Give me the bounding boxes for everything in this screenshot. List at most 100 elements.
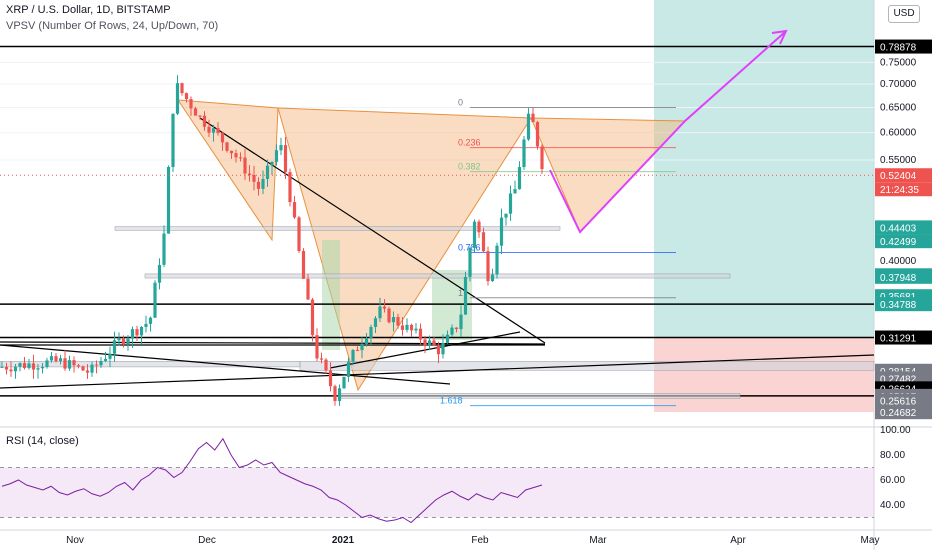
trend-line — [199, 117, 546, 344]
rsi-tick-label: 40.00 — [880, 500, 905, 511]
price-label-box — [875, 39, 932, 54]
time-tick-label: 2021 — [332, 535, 355, 546]
rsi-tick-label: 60.00 — [880, 475, 905, 486]
candle-body — [513, 189, 517, 194]
price-label: 0.24682 — [880, 408, 917, 419]
volume-profile-row — [114, 226, 561, 231]
candle-body — [418, 328, 423, 340]
rsi-line — [1, 437, 543, 524]
candle-body — [225, 142, 229, 151]
candle-body — [315, 335, 319, 359]
candle-body — [526, 113, 531, 140]
grid — [0, 61, 874, 161]
candle-body — [117, 338, 121, 341]
candle-body — [175, 83, 180, 114]
candle-body — [81, 366, 85, 371]
price-label: 0.42499 — [880, 237, 917, 248]
candle-body — [355, 350, 360, 352]
price-tick-label: 0.55000 — [880, 155, 917, 166]
candle-body — [58, 358, 63, 362]
candle-body — [135, 329, 139, 336]
currency-button[interactable]: USD — [888, 5, 920, 23]
candle-body — [202, 115, 207, 127]
price-tick-label: 0.75000 — [880, 57, 917, 68]
candle-body — [486, 251, 490, 282]
price-label-box — [875, 234, 932, 249]
candle-body — [445, 334, 450, 343]
time-tick-label: Mar — [589, 535, 607, 546]
candle-body — [477, 221, 481, 233]
time-tick-label: Feb — [471, 535, 489, 546]
candle-body — [103, 358, 108, 361]
candle-body — [261, 178, 265, 189]
candle-body — [148, 317, 153, 324]
price-label-box — [875, 253, 932, 268]
candle-body — [301, 251, 306, 279]
fib-label: 0.786 — [458, 242, 481, 252]
candle-body — [36, 368, 40, 370]
candle-body — [382, 306, 387, 309]
candle-body — [450, 327, 454, 335]
candle-body — [333, 386, 337, 402]
candle-body — [76, 365, 81, 367]
rsi-pane: 100.00 80.00 60.00 40.00 — [0, 425, 911, 524]
candle-body — [400, 325, 405, 330]
candle-body — [27, 363, 31, 369]
candle-body — [171, 113, 175, 167]
candle-body — [49, 356, 54, 361]
candle-body — [126, 338, 130, 345]
candle-body — [99, 360, 103, 366]
candle-body — [292, 202, 297, 218]
candle-body — [423, 339, 427, 346]
price-label: 0.34788 — [880, 300, 917, 311]
candle-body — [216, 128, 220, 134]
candle-body — [40, 366, 45, 369]
candle-body — [319, 358, 324, 360]
candle-body — [364, 338, 369, 344]
price-label-box — [875, 405, 932, 420]
candle-body — [13, 366, 18, 372]
price-label: 0.31291 — [880, 334, 917, 345]
candle-body — [265, 165, 270, 179]
countdown-box — [875, 182, 932, 197]
candle-body — [360, 343, 364, 351]
candle-body — [337, 388, 342, 402]
candle-body — [153, 282, 157, 318]
candle-body — [436, 345, 441, 355]
candle-body — [531, 113, 535, 123]
candle-body — [391, 317, 396, 323]
candle-body — [481, 232, 486, 252]
pattern-leg-1 — [177, 99, 279, 242]
candle-body — [94, 364, 99, 366]
candle-body — [310, 299, 315, 336]
price-label-box — [875, 269, 932, 284]
candle-body — [4, 366, 9, 370]
candle-body — [351, 350, 355, 362]
fib-label: 1 — [458, 288, 463, 298]
volume-profile-row — [339, 393, 741, 399]
candle-body — [472, 221, 477, 248]
stop-zone — [654, 337, 874, 412]
volume-profile-row — [0, 361, 301, 368]
candle-body — [342, 376, 346, 389]
rsi-band — [0, 467, 874, 518]
candle-body — [396, 317, 400, 326]
price-label-box — [875, 168, 932, 183]
candle-body — [288, 172, 292, 203]
candle-body — [499, 217, 504, 246]
candle-body — [193, 108, 198, 116]
time-tick-label: Nov — [66, 535, 84, 546]
candle-body — [220, 133, 225, 143]
candle-body — [90, 364, 94, 373]
price-label: 0.44403 — [880, 223, 917, 234]
candle-body — [270, 161, 274, 166]
candle-body — [162, 233, 166, 265]
candle-body — [180, 83, 184, 94]
candle-body — [72, 360, 76, 366]
indicator-title: VPSV (Number Of Rows, 24, Up/Down, 70) — [6, 20, 219, 32]
price-label: 0.40000 — [880, 256, 917, 267]
price-label-box — [875, 220, 932, 235]
candle-body — [495, 245, 499, 275]
price-label: 0.25616 — [880, 396, 917, 407]
